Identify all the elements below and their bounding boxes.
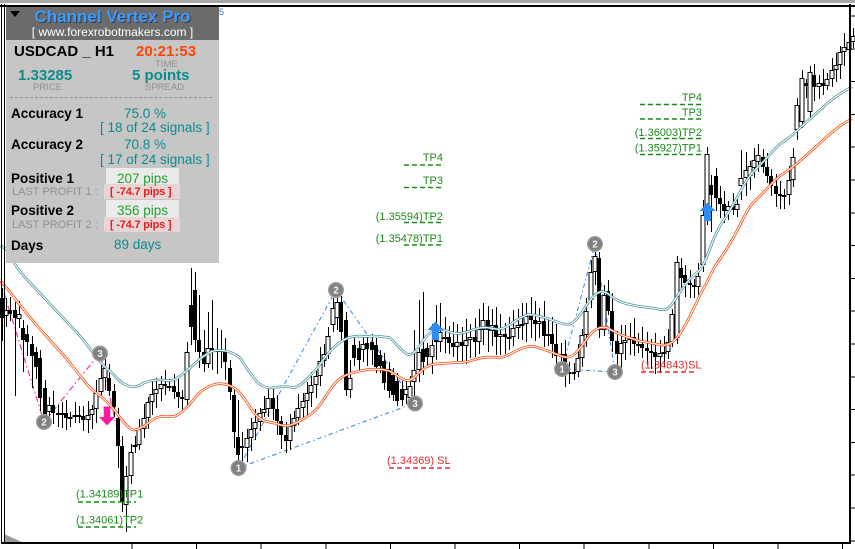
svg-text:3: 3 bbox=[97, 349, 103, 360]
svg-text:(1.34061)TP2: (1.34061)TP2 bbox=[76, 515, 143, 527]
svg-text:TP4: TP4 bbox=[423, 152, 443, 164]
svg-text:5: 5 bbox=[219, 7, 224, 17]
svg-text:TP4: TP4 bbox=[682, 92, 702, 104]
svg-text:(1.35478)TP1: (1.35478)TP1 bbox=[376, 233, 443, 245]
svg-text:(1.34369) SL: (1.34369) SL bbox=[387, 455, 451, 467]
svg-text:2: 2 bbox=[592, 240, 598, 251]
svg-text:3: 3 bbox=[412, 399, 418, 410]
svg-text:3: 3 bbox=[612, 368, 618, 379]
svg-text:(1.34189)TP1: (1.34189)TP1 bbox=[76, 489, 143, 501]
svg-text:2: 2 bbox=[333, 286, 339, 297]
svg-text:1: 1 bbox=[559, 365, 565, 376]
svg-text:1: 1 bbox=[236, 464, 242, 475]
svg-text:2: 2 bbox=[41, 418, 47, 429]
svg-text:TP3: TP3 bbox=[423, 175, 443, 187]
svg-text:(1.35927)TP1: (1.35927)TP1 bbox=[635, 143, 702, 155]
svg-text:(1.35594)TP2: (1.35594)TP2 bbox=[376, 211, 443, 223]
svg-text:(1.36003)TP2: (1.36003)TP2 bbox=[635, 127, 702, 139]
svg-text:(1.34843)SL: (1.34843)SL bbox=[641, 360, 702, 372]
svg-text:TP3: TP3 bbox=[682, 107, 702, 119]
